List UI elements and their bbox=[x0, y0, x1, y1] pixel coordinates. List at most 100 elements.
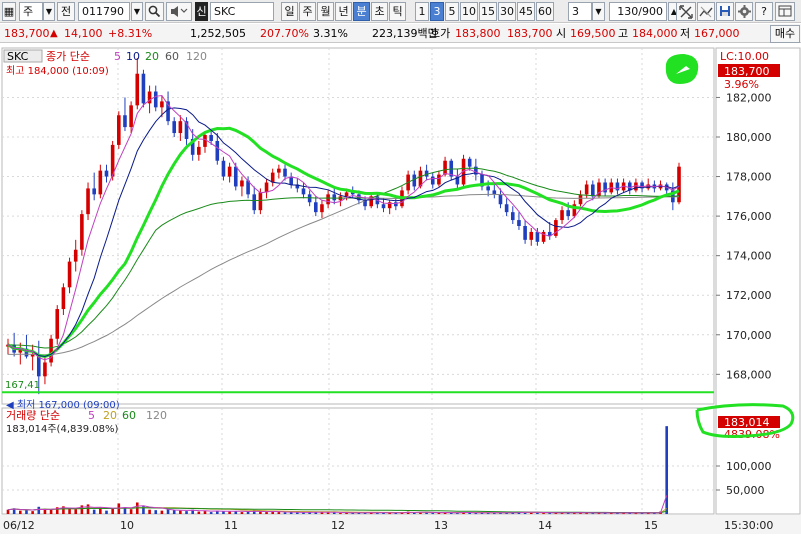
x-axis-panel bbox=[0, 515, 801, 534]
timeframe-2[interactable]: 월 bbox=[317, 2, 334, 21]
volume-bar bbox=[80, 505, 84, 514]
period-select[interactable]: 주 bbox=[19, 2, 43, 21]
cross-arrows-icon[interactable] bbox=[676, 2, 696, 21]
candle-body bbox=[153, 91, 158, 108]
legend-period-60: 60 bbox=[165, 50, 179, 63]
volume-bar bbox=[443, 512, 447, 514]
minute-30[interactable]: 30 bbox=[498, 2, 516, 21]
volume-bar bbox=[271, 511, 275, 514]
price-tick-label: 180,000 bbox=[726, 131, 772, 144]
minute-60[interactable]: 60 bbox=[536, 2, 554, 21]
timeframe-6[interactable]: 틱 bbox=[389, 2, 406, 21]
code-input[interactable]: 011790 bbox=[78, 2, 130, 21]
current-price: 183,700 bbox=[4, 27, 50, 40]
volume-bar bbox=[185, 511, 188, 514]
buy-button[interactable]: 매수 bbox=[770, 25, 800, 43]
timeframe-3[interactable]: 년 bbox=[335, 2, 352, 21]
candle-body bbox=[184, 121, 189, 139]
open-price: 169,500 bbox=[570, 27, 616, 40]
candle-body bbox=[474, 166, 478, 175]
code-dropdown-arrow-icon[interactable]: ▼ bbox=[131, 2, 143, 21]
candle-body bbox=[486, 186, 490, 191]
candle-body bbox=[560, 210, 564, 221]
x-tick-label: 11 bbox=[224, 519, 238, 532]
volume-bar bbox=[449, 512, 453, 514]
minute-select[interactable]: 3 bbox=[568, 2, 592, 21]
volume-bar bbox=[653, 513, 656, 515]
candle-body bbox=[510, 212, 515, 221]
candle-body bbox=[209, 135, 213, 141]
volume-tick-label: 50,000 bbox=[726, 484, 765, 497]
volume-bar bbox=[197, 511, 201, 514]
volume-bar bbox=[609, 513, 613, 515]
prev-button[interactable]: 전 bbox=[57, 2, 75, 21]
candle-body bbox=[190, 138, 195, 155]
timeframe-5[interactable]: 초 bbox=[371, 2, 388, 21]
chart-area[interactable]: 182,000 180,000 178,000 176,000 174,000 172,0… bbox=[0, 44, 801, 534]
candle-body bbox=[301, 188, 306, 195]
price-tick-label: 170,000 bbox=[726, 329, 772, 342]
candle-body bbox=[430, 176, 435, 185]
candle-body bbox=[221, 160, 226, 177]
highlight-blob bbox=[665, 54, 699, 84]
ma10-line bbox=[7, 107, 680, 358]
search-icon[interactable] bbox=[145, 2, 164, 21]
volume-bar bbox=[160, 510, 164, 514]
volume-bar bbox=[92, 509, 96, 514]
candle-body bbox=[215, 140, 220, 161]
volume-bar bbox=[252, 510, 256, 514]
candle-body bbox=[73, 249, 78, 262]
candle-body bbox=[578, 194, 583, 205]
speaker-icon[interactable] bbox=[166, 2, 192, 21]
count-input[interactable]: 130/900 bbox=[609, 2, 667, 21]
low-left-label: 167,41 bbox=[5, 380, 40, 391]
price-tick-label: 174,000 bbox=[726, 250, 772, 263]
candle-body bbox=[36, 354, 41, 377]
candle-body bbox=[277, 168, 281, 173]
price-chart-svg[interactable]: 182,000 180,000 178,000 176,000 174,000 172,0… bbox=[0, 44, 801, 534]
volume-bar bbox=[462, 512, 465, 514]
candle-body bbox=[369, 196, 374, 207]
timeframe-0[interactable]: 일 bbox=[281, 2, 298, 21]
candle-body bbox=[129, 105, 133, 128]
volume-bar bbox=[376, 513, 379, 515]
candle-body bbox=[160, 101, 164, 108]
volume-bar bbox=[326, 512, 330, 514]
candle-body bbox=[523, 226, 527, 240]
volume-bar bbox=[265, 512, 268, 514]
period-select-arrow-icon[interactable]: ▼ bbox=[43, 2, 55, 21]
timeframe-4[interactable]: 분 bbox=[353, 2, 370, 21]
volume-bar bbox=[320, 512, 324, 514]
minute-10[interactable]: 10 bbox=[460, 2, 478, 21]
minute-3[interactable]: 3 bbox=[430, 2, 444, 21]
candle-body bbox=[203, 135, 207, 147]
candle-body bbox=[123, 115, 127, 128]
high-annotation: 최고 184,000 (10:09) bbox=[6, 65, 109, 77]
candle-body bbox=[98, 170, 103, 195]
volume-bar bbox=[111, 508, 114, 514]
candle-body bbox=[92, 188, 96, 195]
x-tick-label: 14 bbox=[538, 519, 552, 532]
volume-bar bbox=[191, 509, 194, 514]
layout-icon[interactable] bbox=[775, 2, 795, 21]
candle-body bbox=[554, 220, 558, 236]
turnover-rate: 3.31% bbox=[313, 27, 348, 40]
minute-45[interactable]: 45 bbox=[517, 2, 535, 21]
gear-icon[interactable] bbox=[735, 2, 753, 21]
bid-price: 183,700 bbox=[507, 27, 553, 40]
volume-bar bbox=[55, 507, 59, 514]
minute-15[interactable]: 15 bbox=[479, 2, 497, 21]
save-icon[interactable] bbox=[716, 2, 734, 21]
candle-body bbox=[640, 182, 644, 189]
minute-5[interactable]: 5 bbox=[445, 2, 459, 21]
volume-bar bbox=[597, 513, 601, 515]
candle-body bbox=[18, 348, 23, 353]
minute-select-arrow-icon[interactable]: ▼ bbox=[592, 2, 605, 21]
volume-bar bbox=[536, 512, 539, 514]
grid-icon[interactable]: ▦ bbox=[2, 2, 16, 21]
minute-1[interactable]: 1 bbox=[415, 2, 429, 21]
question-icon[interactable]: ? bbox=[755, 2, 773, 21]
timeframe-1[interactable]: 주 bbox=[299, 2, 316, 21]
stock-name-field[interactable]: SKC bbox=[210, 2, 274, 21]
chart-compare-icon[interactable] bbox=[697, 2, 715, 21]
